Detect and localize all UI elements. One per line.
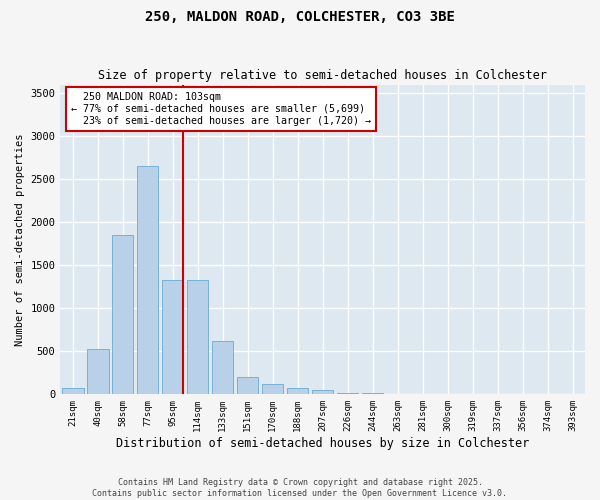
Bar [212,340,233,394]
X-axis label: Distribution of semi-detached houses by size in Colchester: Distribution of semi-detached houses by … [116,437,529,450]
Text: 250, MALDON ROAD, COLCHESTER, CO3 3BE: 250, MALDON ROAD, COLCHESTER, CO3 3BE [145,10,455,24]
Y-axis label: Number of semi-detached properties: Number of semi-detached properties [15,133,25,346]
Bar [87,349,109,395]
Text: Contains HM Land Registry data © Crown copyright and database right 2025.
Contai: Contains HM Land Registry data © Crown c… [92,478,508,498]
Title: Size of property relative to semi-detached houses in Colchester: Size of property relative to semi-detach… [98,69,547,82]
Bar [312,390,334,394]
Bar [337,392,358,394]
Bar [237,377,259,394]
Text: 250 MALDON ROAD: 103sqm
← 77% of semi-detached houses are smaller (5,699)
  23% : 250 MALDON ROAD: 103sqm ← 77% of semi-de… [71,92,371,126]
Bar [262,384,283,394]
Bar [112,235,133,394]
Bar [137,166,158,394]
Bar [162,280,184,394]
Bar [62,388,83,394]
Bar [187,280,208,394]
Bar [287,388,308,394]
